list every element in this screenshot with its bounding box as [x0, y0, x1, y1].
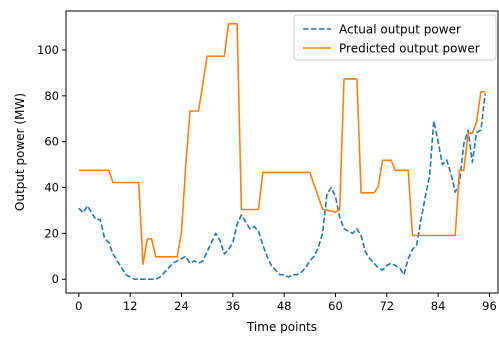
plot-lines [78, 22, 486, 281]
series-line-predicted [78, 22, 486, 266]
y-tick-label: 20 [44, 226, 59, 240]
x-axis-label: Time points [246, 320, 317, 334]
y-tick-label: 0 [52, 272, 59, 286]
x-tick-label: 0 [75, 299, 82, 313]
y-tick-label: 80 [44, 89, 59, 103]
x-tick-label: 48 [277, 299, 292, 313]
y-tick-label: 60 [44, 135, 59, 149]
x-tick-label: 84 [431, 299, 446, 313]
legend-label-predicted: Predicted output power [339, 42, 480, 56]
x-axis: 0 12 24 36 48 60 72 84 96 [75, 293, 497, 313]
y-tick-label: 100 [37, 43, 59, 57]
legend-box [293, 14, 497, 61]
x-tick-label: 12 [123, 299, 138, 313]
legend: Actual output power Predicted output pow… [293, 14, 497, 61]
y-axis-label: Output power (MW) [13, 93, 27, 211]
legend-label-actual: Actual output power [339, 23, 461, 37]
x-tick-label: 36 [225, 299, 240, 313]
series-line-actual [78, 93, 486, 281]
plot-frame [65, 10, 499, 294]
x-tick-label: 96 [482, 299, 497, 313]
x-tick-label: 60 [328, 299, 343, 313]
x-tick-label: 72 [379, 299, 394, 313]
x-tick-label: 24 [174, 299, 189, 313]
y-tick-label: 40 [44, 181, 59, 195]
y-axis: 0 20 40 60 80 100 [37, 43, 66, 286]
